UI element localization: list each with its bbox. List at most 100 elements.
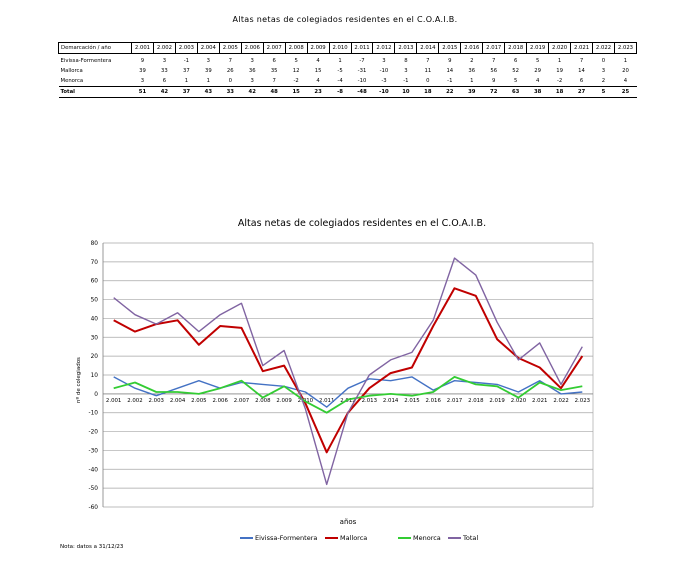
- y-tick-label: 10: [91, 373, 99, 379]
- table-cell: 10: [394, 86, 417, 98]
- table-cell: 5: [535, 58, 540, 64]
- table-cell: 15: [285, 86, 308, 98]
- table-cell: 3: [404, 68, 408, 74]
- table-cell: 6: [272, 58, 276, 64]
- table-cell: 51: [131, 86, 154, 98]
- table-cell: 2: [601, 78, 606, 84]
- table-cell: 43: [197, 86, 220, 98]
- table-year-header: 2.018: [504, 42, 528, 54]
- table-row-label: Menorca: [60, 78, 84, 84]
- table-cell: -10: [379, 68, 389, 74]
- table-cell: 14: [446, 68, 454, 74]
- y-tick-label: 80: [91, 241, 99, 247]
- table-year-header: 2.006: [240, 42, 264, 54]
- table-year-header: 2.002: [152, 42, 176, 54]
- table-cell: 36: [468, 68, 476, 74]
- table-cell: 3: [601, 68, 606, 74]
- x-tick-label: 2.018: [468, 398, 484, 404]
- series-line-3: [113, 257, 583, 486]
- table-cell: 19: [556, 68, 563, 74]
- x-tick-label: 2.019: [489, 398, 505, 404]
- table-year-header: 2.013: [394, 42, 418, 54]
- table-cell: 9: [448, 58, 452, 64]
- table-cell: 1: [206, 78, 211, 84]
- data-table: Demarcación / año 2.001 2.002 2.003 2.004 2.…: [58, 42, 638, 98]
- table-cell: 12: [292, 68, 300, 74]
- table-cell: 14: [578, 68, 585, 74]
- table-cell: 1: [557, 58, 562, 64]
- y-tick-label: -40: [89, 467, 99, 473]
- table-cell: -10: [357, 78, 367, 84]
- chart-grid: [103, 242, 593, 508]
- table-cell: 7: [426, 58, 430, 64]
- page-title: Altas netas de colegiados residentes en …: [232, 15, 458, 24]
- table-cell: 1: [623, 58, 628, 64]
- x-tick-label: 2.009: [276, 398, 292, 404]
- table-cell: -1: [403, 78, 409, 84]
- table-cell: 38: [526, 86, 549, 98]
- table-cell: -48: [351, 86, 373, 98]
- x-tick-label: 2.022: [553, 398, 568, 404]
- table-cell: -1: [183, 58, 190, 64]
- table-year-header: 2.023: [613, 42, 638, 54]
- table-cell: 7: [228, 58, 232, 64]
- x-tick-label: 2.007: [234, 398, 249, 404]
- legend-label: Total: [462, 534, 478, 542]
- table-cell: 7: [492, 58, 496, 64]
- table-row-label: Total: [58, 86, 132, 98]
- x-tick-label: 2.013: [362, 398, 377, 404]
- table-cell: 63: [504, 86, 527, 98]
- x-tick-label: 2.011: [319, 398, 334, 404]
- table-cell: 11: [424, 68, 432, 74]
- table-cell: 6: [513, 58, 518, 64]
- table-cell: 0: [228, 78, 232, 84]
- table-cell: 5: [294, 58, 298, 64]
- y-tick-label: -60: [89, 505, 99, 511]
- table-cell: 22: [438, 86, 461, 98]
- x-tick-label: 2.015: [404, 398, 419, 404]
- table-cell: 1: [470, 78, 474, 84]
- x-tick-label: 2.012: [340, 398, 355, 404]
- table-cell: 1: [338, 58, 342, 64]
- x-tick-label: 2.014: [383, 398, 399, 404]
- table-cell: 29: [534, 68, 541, 74]
- table-cell: -5: [337, 68, 343, 74]
- table-cell: 1: [184, 78, 189, 84]
- table-cell: 5: [513, 78, 518, 84]
- y-tick-label: -10: [89, 411, 99, 417]
- table-year-header: 2.010: [328, 42, 352, 54]
- table-cell: 35: [270, 68, 278, 74]
- footnote: Nota: datos a 31/12/23: [60, 544, 124, 550]
- table-cell: 9: [140, 58, 145, 64]
- table-year-header: 2.015: [438, 42, 462, 54]
- table-cell: 2: [470, 58, 474, 64]
- table-corner-header: Demarcación / año: [58, 42, 132, 54]
- table-cell: 4: [623, 78, 628, 84]
- table-cell: 0: [601, 58, 606, 64]
- chart-axes: 80 70 60 50 40 30 20 10 0 -10 -20 -30 -40 -50 -60 2.001…: [89, 241, 594, 511]
- x-tick-label: 2.008: [255, 398, 271, 404]
- y-tick-label: 20: [91, 354, 99, 360]
- table-cell: 7: [272, 78, 276, 84]
- table-cell: 0: [426, 78, 430, 84]
- table-cell: -10: [372, 86, 395, 98]
- table-cell: 3: [250, 58, 254, 64]
- table-cell: 18: [416, 86, 439, 98]
- table-cell: 20: [622, 68, 629, 74]
- table-cell: 3: [382, 58, 386, 64]
- y-tick-label: 40: [91, 316, 99, 322]
- table-cell: 9: [492, 78, 496, 84]
- table-cell: 39: [460, 86, 483, 98]
- table-cell: 37: [183, 68, 190, 74]
- table-cell: -2: [293, 78, 299, 84]
- table-cell: -3: [381, 78, 387, 84]
- table-cell: 3: [140, 78, 145, 84]
- legend-label: Eivissa-Formentera: [255, 534, 317, 542]
- x-tick-label: 2.001: [106, 398, 121, 404]
- table-cell: 5: [592, 86, 615, 98]
- table-cell: 6: [579, 78, 584, 84]
- table-cell: 3: [250, 78, 254, 84]
- table-cell: 4: [535, 78, 540, 84]
- y-tick-label: -20: [89, 430, 99, 436]
- chart-legend: Eivissa-Formentera Mallorca Menorca Total: [240, 534, 478, 542]
